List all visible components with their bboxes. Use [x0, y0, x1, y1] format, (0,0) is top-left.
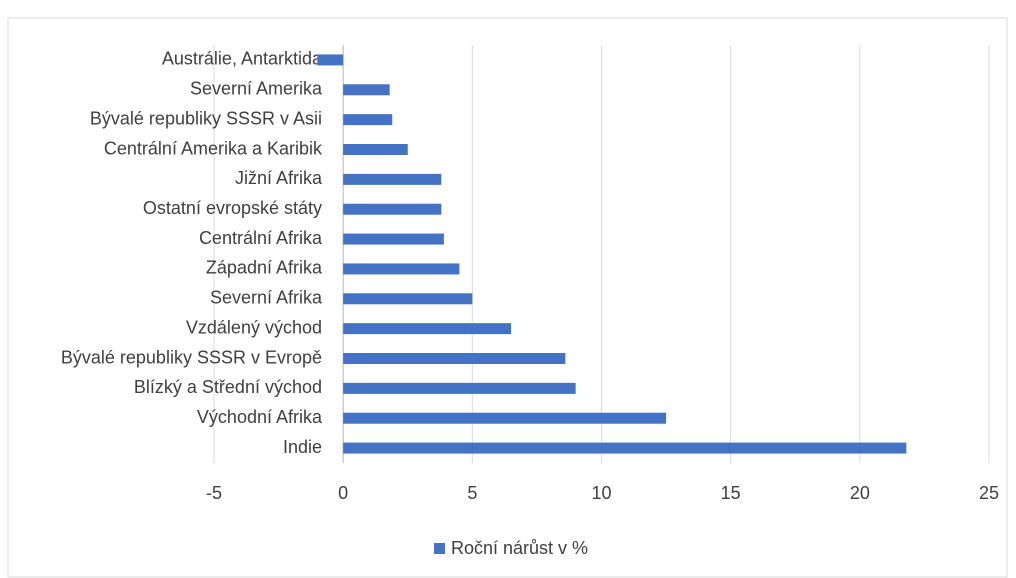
bar	[343, 293, 473, 305]
bar	[343, 323, 512, 335]
y-tick-label: Vzdálený východ	[186, 317, 322, 337]
bar	[343, 412, 667, 424]
y-tick-label: Východní Afrika	[197, 407, 323, 427]
y-tick-label: Blízký a Střední východ	[134, 377, 322, 397]
bar	[317, 54, 344, 66]
y-tick-label: Austrálie, Antarktida	[162, 49, 323, 69]
y-tick-label: Jižní Afrika	[235, 168, 323, 188]
bar	[343, 144, 408, 155]
bar	[343, 442, 907, 454]
bar	[343, 382, 576, 394]
y-tick-label: Indie	[283, 437, 322, 457]
bar	[343, 353, 566, 364]
chart-border	[7, 17, 1008, 578]
y-tick-label: Centrální Afrika	[199, 228, 323, 248]
bar	[343, 84, 390, 96]
x-tick-label: 10	[591, 483, 611, 503]
x-tick-label: 20	[850, 483, 870, 503]
bar	[343, 203, 442, 215]
y-tick-label: Centrální Amerika a Karibik	[104, 138, 323, 158]
x-tick-label: 25	[979, 483, 999, 503]
legend-label: Roční nárůst v %	[451, 538, 588, 558]
bar	[343, 173, 442, 185]
y-tick-label: Bývalé republiky SSSR v Evropě	[61, 347, 322, 367]
x-tick-label: 15	[721, 483, 741, 503]
y-tick-label: Ostatní evropské státy	[143, 198, 322, 218]
x-tick-label: 0	[338, 483, 348, 503]
legend-swatch	[434, 543, 445, 554]
y-tick-label: Bývalé republiky SSSR v Asii	[90, 108, 322, 128]
x-tick-label: -5	[206, 483, 222, 503]
x-tick-label: 5	[467, 483, 477, 503]
y-tick-label: Severní Afrika	[210, 288, 323, 308]
y-tick-label: Severní Amerika	[190, 79, 323, 99]
bar	[343, 263, 460, 275]
bar	[343, 114, 393, 126]
bar	[343, 233, 444, 245]
y-tick-label: Západní Afrika	[206, 258, 323, 278]
